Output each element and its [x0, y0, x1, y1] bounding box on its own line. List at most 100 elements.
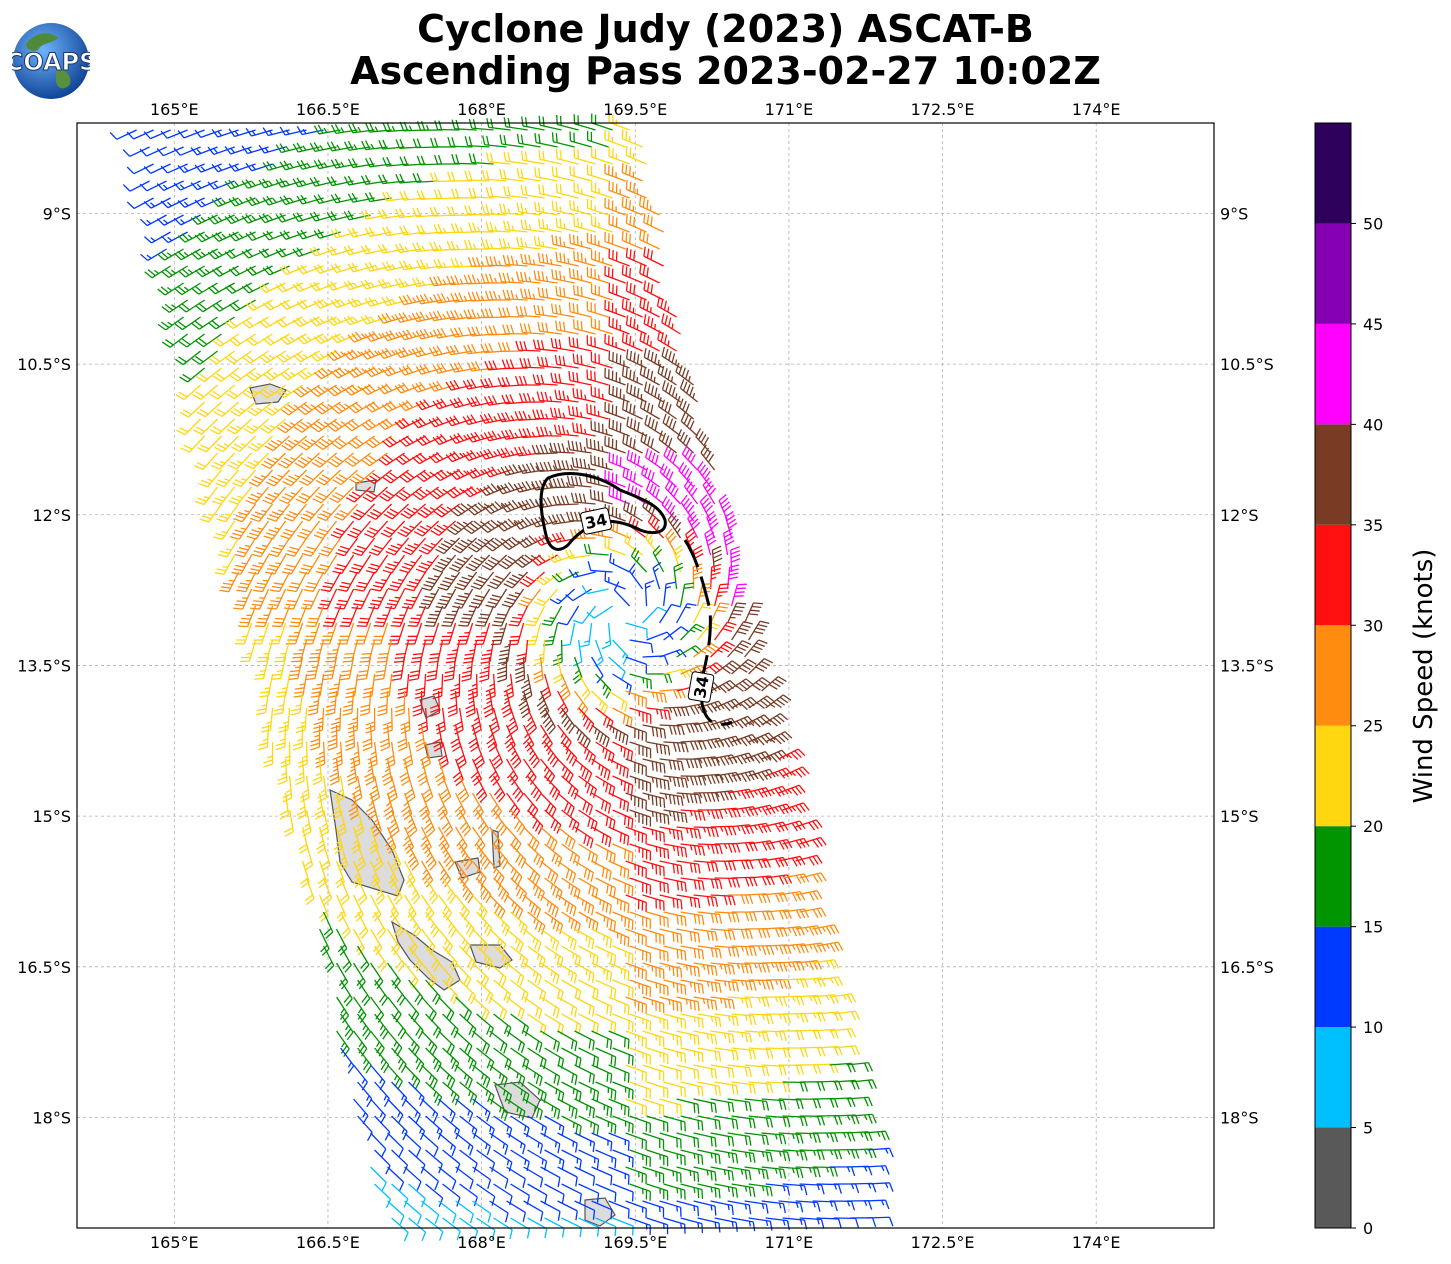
- wind-barb: [177, 231, 205, 243]
- wind-barb: [175, 384, 202, 401]
- wind-barb: [157, 248, 184, 261]
- wind-barb: [212, 367, 239, 382]
- colorbar-bin: [1315, 1027, 1351, 1128]
- colorbar-bin: [1315, 123, 1351, 224]
- wind-barb: [467, 361, 494, 372]
- wind-barb: [537, 287, 562, 301]
- colorbar-tick-label: 20: [1363, 817, 1383, 836]
- wind-barb: [502, 254, 528, 267]
- wind-barb: [139, 180, 167, 192]
- wind-barb: [213, 401, 240, 418]
- wind-barb: [586, 198, 609, 216]
- wind-barb: [309, 316, 337, 327]
- wind-barb: [173, 248, 201, 261]
- wind-barb: [179, 401, 206, 418]
- wind-barb: [228, 299, 256, 312]
- island: [419, 695, 441, 719]
- wind-barb: [608, 248, 630, 267]
- wind-barb: [586, 266, 609, 284]
- wind-barb: [394, 312, 422, 324]
- wind-barb: [586, 232, 609, 250]
- wind-barb: [296, 194, 324, 205]
- wind-barb: [520, 185, 545, 199]
- coaps-logo: COAPS: [12, 23, 90, 99]
- wind-barb: [378, 174, 405, 185]
- wind-barb: [364, 192, 392, 203]
- wind-barb: [122, 180, 150, 192]
- wind-barb: [621, 298, 643, 318]
- wind-barb: [343, 245, 371, 256]
- wind-barb: [639, 331, 660, 352]
- wind-barb: [259, 384, 286, 399]
- wind-barb: [330, 124, 358, 135]
- wind-barb: [586, 130, 609, 148]
- wind-barb: [515, 340, 541, 352]
- wind-barb: [398, 329, 426, 341]
- wind-barb: [625, 315, 647, 335]
- wind-barb: [276, 384, 303, 398]
- colorbar-bin: [1315, 725, 1351, 827]
- wind-barb: [296, 333, 324, 345]
- wind-barb: [538, 115, 562, 131]
- wind-barb: [209, 384, 236, 400]
- wind-barb: [208, 350, 235, 365]
- wind-barb: [275, 316, 303, 328]
- colorbar-tick-label: 25: [1363, 717, 1383, 736]
- wind-barb: [591, 181, 613, 199]
- wind-barb: [377, 312, 405, 324]
- wind-barb: [365, 157, 392, 168]
- wind-barb: [626, 349, 647, 369]
- wind-barb: [482, 135, 507, 148]
- wind-barb: [122, 146, 150, 158]
- wind-barb: [568, 268, 592, 284]
- colorbar-tick-label: 5: [1363, 1119, 1373, 1138]
- wind-barb: [348, 123, 375, 134]
- wind-barb: [246, 333, 273, 347]
- wind-barb: [515, 271, 541, 284]
- wind-barb: [462, 378, 490, 390]
- wind-barb: [194, 231, 222, 243]
- wind-barb: [463, 239, 490, 250]
- wind-barb: [224, 214, 252, 225]
- wind-barb: [275, 177, 303, 188]
- wind-barb: [399, 225, 426, 236]
- wind-barb: [604, 367, 626, 386]
- wind-barb: [551, 269, 575, 284]
- wind-barb: [481, 169, 507, 182]
- wind-barb: [377, 209, 405, 220]
- wind-barb: [498, 272, 524, 284]
- wind-barb: [555, 217, 579, 233]
- wind-barb: [590, 283, 613, 301]
- wind-barb: [643, 246, 664, 267]
- wind-barb: [516, 202, 541, 216]
- wind-barb: [179, 367, 206, 383]
- wind-barb: [279, 299, 307, 310]
- wind-barb: [432, 362, 460, 374]
- wind-barb: [591, 147, 613, 165]
- wind-barb: [160, 197, 188, 209]
- colorbar-tick-label: 0: [1363, 1219, 1373, 1238]
- wind-barb: [573, 182, 596, 199]
- wind-barb: [656, 296, 677, 318]
- wind-barb: [661, 313, 681, 335]
- wind-barb: [195, 333, 222, 348]
- wind-barb: [143, 163, 171, 174]
- wind-barb: [160, 163, 188, 174]
- wind-barb: [411, 277, 439, 288]
- wind-barb: [347, 262, 375, 273]
- wind-barb: [415, 363, 443, 375]
- wind-barb: [519, 323, 545, 335]
- wind-barb: [608, 180, 630, 199]
- wind-barb: [190, 180, 218, 191]
- wind-barb: [177, 163, 205, 174]
- wind-barb: [196, 367, 222, 383]
- wind-barb: [156, 146, 184, 157]
- colorbar-bin: [1315, 826, 1351, 927]
- wind-barb: [481, 273, 507, 284]
- logo-text: COAPS: [12, 48, 90, 76]
- wind-barb: [412, 207, 439, 218]
- wind-barb: [382, 156, 409, 167]
- wind-barb: [173, 180, 201, 191]
- wind-barb: [590, 215, 613, 233]
